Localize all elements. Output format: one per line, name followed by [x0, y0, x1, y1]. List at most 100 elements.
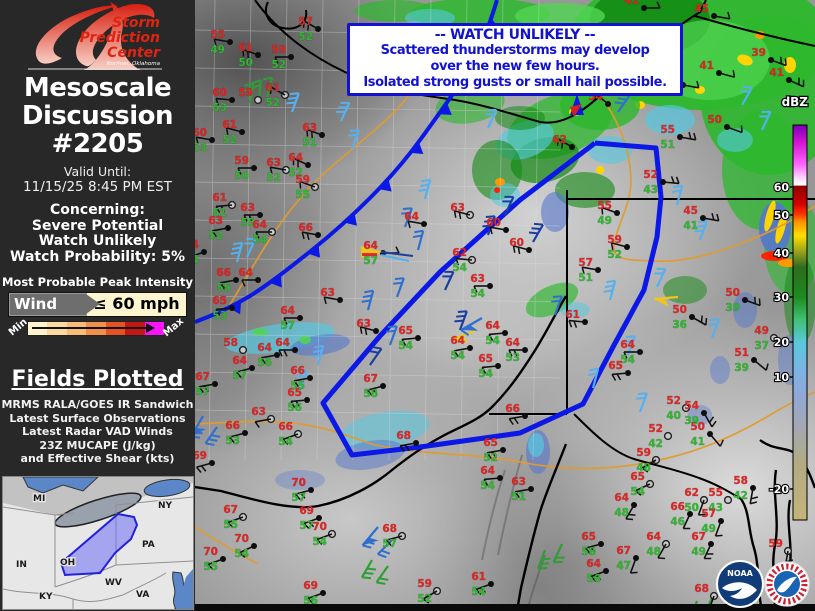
front-triangle-icon [410, 141, 424, 154]
svg-text:49: 49 [210, 44, 225, 56]
svg-text:61: 61 [265, 82, 280, 94]
station-plot: 60 [509, 237, 532, 255]
svg-text:56: 56 [257, 357, 272, 369]
scale-color-cell [105, 322, 126, 335]
svg-text:66: 66 [225, 420, 240, 432]
svg-text:58: 58 [581, 546, 596, 558]
svg-text:60: 60 [195, 127, 207, 139]
minimap-label-MI: MI [33, 494, 45, 504]
svg-text:36: 36 [672, 319, 687, 331]
svg-text:70: 70 [203, 546, 218, 558]
svg-text:61: 61 [471, 571, 486, 583]
svg-text:65: 65 [212, 295, 227, 307]
front-triangle-icon [307, 244, 321, 258]
minimap-label-NY: NY [158, 501, 173, 511]
svg-text:55: 55 [240, 217, 255, 229]
svg-text:70: 70 [234, 533, 249, 545]
svg-text:41: 41 [769, 67, 784, 79]
svg-text:64: 64 [646, 531, 661, 543]
mucape-shear-contours [195, 94, 815, 565]
svg-text:62: 62 [452, 247, 467, 259]
spc-logo: Storm Prediction Center Norman, Oklahoma [28, 2, 162, 70]
svg-text:42: 42 [648, 438, 663, 450]
svg-text:50: 50 [707, 114, 722, 126]
intensity-scale: Min Max [7, 315, 187, 341]
svg-text:52: 52 [607, 249, 622, 261]
svg-text:65: 65 [478, 353, 493, 365]
svg-text:51: 51 [511, 491, 526, 503]
vad-barb-icon [348, 129, 360, 150]
svg-text:48: 48 [636, 462, 651, 474]
svg-text:59: 59 [238, 87, 253, 99]
station-plot: 61 [565, 309, 588, 328]
svg-text:43: 43 [643, 184, 658, 196]
agency-logos: NOAA [716, 560, 810, 608]
svg-text:55: 55 [223, 519, 238, 531]
banner-line: over the new few hours. [430, 59, 600, 74]
intensity-gradient-bar [27, 321, 165, 336]
svg-text:55: 55 [216, 282, 231, 294]
fields-plotted-list: MRMS RALA/GOES IR Sandwich Latest Surface… [0, 398, 195, 466]
vad-barb-icon [377, 539, 393, 559]
svg-text:50: 50 [690, 421, 705, 433]
svg-text:65: 65 [483, 437, 498, 449]
svg-text:52: 52 [417, 593, 432, 605]
svg-text:60: 60 [509, 237, 524, 249]
station-plot: 41 [769, 67, 805, 88]
svg-text:55: 55 [210, 29, 225, 41]
page-title: Mesoscale Discussion #2205 [0, 74, 195, 158]
svg-text:64: 64 [195, 239, 199, 251]
vad-barb-icon [195, 415, 206, 439]
svg-text:50: 50 [234, 170, 249, 182]
svg-text:54: 54 [452, 262, 467, 274]
svg-text:61: 61 [222, 119, 237, 131]
svg-text:68: 68 [396, 430, 411, 442]
svg-text:67: 67 [691, 531, 706, 543]
svg-text:65: 65 [287, 387, 302, 399]
vad-barb-icon [460, 317, 483, 336]
svg-text:52: 52 [648, 423, 663, 435]
vad-barb-icon [537, 549, 551, 570]
svg-text:56: 56 [586, 573, 601, 585]
title-line: Mesoscale [23, 73, 172, 103]
scale-max-label: Max [161, 315, 186, 340]
svg-text:52: 52 [643, 169, 658, 181]
svg-text:41: 41 [624, 0, 639, 7]
vad-barb-icon [244, 237, 257, 258]
svg-text:52: 52 [222, 134, 237, 146]
logo-text-prediction: Prediction [80, 30, 160, 46]
svg-text:NOAA: NOAA [727, 569, 753, 578]
svg-text:67: 67 [616, 545, 631, 557]
svg-text:58: 58 [733, 475, 748, 487]
svg-text:70: 70 [312, 521, 327, 533]
svg-text:54: 54 [620, 354, 635, 366]
svg-text:63: 63 [470, 273, 485, 285]
front-triangle-icon [269, 274, 282, 288]
scale-color-cell [28, 322, 48, 335]
svg-text:57: 57 [363, 255, 378, 267]
svg-text:39: 39 [684, 415, 699, 427]
station-plot: 64 [404, 211, 427, 229]
station-plot: 41 [624, 0, 661, 11]
svg-text:49: 49 [754, 325, 769, 337]
logo-text-location: Norman, Oklahoma [107, 61, 161, 67]
svg-text:66: 66 [505, 403, 520, 415]
svg-text:64: 64 [288, 152, 303, 164]
svg-text:55: 55 [290, 380, 305, 392]
